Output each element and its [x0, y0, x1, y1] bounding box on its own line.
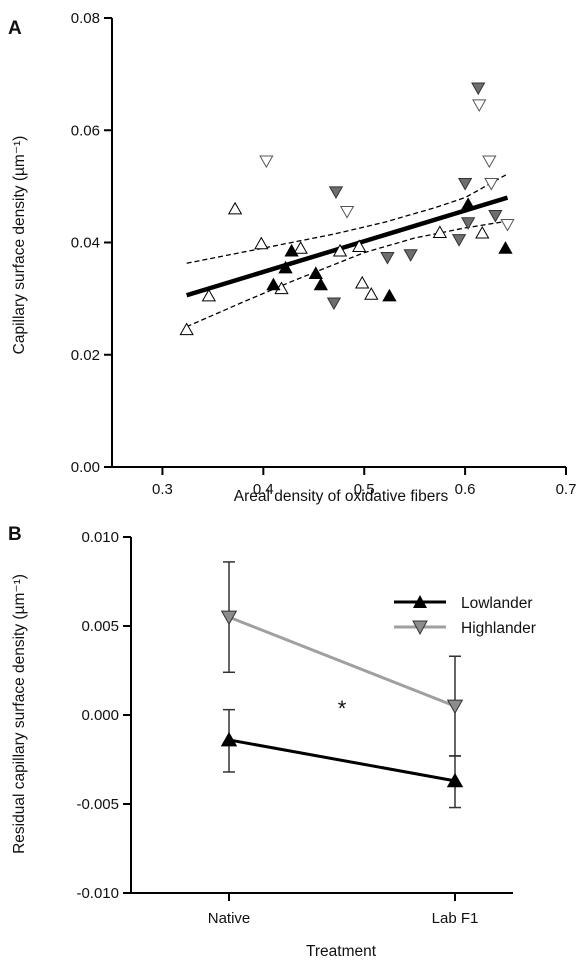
panel-a-ci-upper [186, 173, 508, 264]
panel-a-point-triangle-up-open [254, 236, 269, 250]
panel-a-point-triangle-down-filled [457, 177, 473, 191]
panel-a-point-triangle-down-filled [451, 234, 467, 247]
panel-a-point-triangle-down-open [482, 155, 497, 169]
legend-label-highlander: Highlander [461, 620, 536, 637]
panel-b: B -0.010 -0.005 0.000 0.005 0.010 Native Lab … [8, 524, 536, 960]
panel-a-point-triangle-down-filled [488, 209, 503, 223]
panel-b-x-tick-label: Native [208, 910, 251, 927]
panel-b-x-tick-label: Lab F1 [432, 910, 479, 927]
panel-a-point-triangle-up-open [227, 201, 243, 215]
panel-a-point-triangle-up-filled [498, 241, 513, 254]
panel-a-point-triangle-up-open [432, 225, 448, 238]
panel-b-series [220, 561, 464, 809]
panel-b-point-highlander [220, 610, 238, 626]
panel-a: A 0.00 0.02 0.04 0.06 0.08 0.3 0.4 0.5 0.6 0.7 A… [8, 10, 576, 505]
panel-a-point-triangle-up-filled [308, 266, 323, 279]
panel-a-point-triangle-down-filled [403, 249, 418, 262]
panel-a-point-triangle-down-open [472, 99, 487, 113]
panel-a-point-triangle-up-filled [382, 288, 397, 302]
panel-b-y-tick-label: 0.010 [81, 529, 119, 546]
panel-a-y-tick-label: 0.08 [71, 10, 100, 27]
panel-a-point-triangle-up-open [475, 225, 490, 239]
panel-b-point-lowlander [220, 731, 238, 747]
panel-a-point-triangle-down-open [484, 177, 499, 191]
panel-a-y-tick-label: 0.02 [71, 347, 100, 364]
panel-a-fit [186, 195, 509, 298]
panel-b-y-tick-label: 0.000 [81, 707, 119, 724]
panel-a-point-triangle-up-filled [278, 260, 293, 274]
panel-b-point-lowlander [446, 772, 464, 788]
panel-b-letter: B [8, 524, 22, 545]
legend-item-lowlander: Lowlander [394, 595, 533, 612]
legend-item-highlander: Highlander [394, 620, 536, 637]
legend-marker-highlander [412, 620, 428, 636]
panel-a-points [179, 82, 515, 336]
panel-a-x-ticks: 0.3 0.4 0.5 0.6 0.7 [152, 467, 576, 498]
panel-a-point-triangle-down-filled [326, 297, 342, 311]
panel-a-point-triangle-up-open [364, 287, 379, 300]
panel-a-y-ticks: 0.00 0.02 0.04 0.06 0.08 [71, 10, 112, 476]
panel-a-point-triangle-down-filled [471, 82, 486, 96]
panel-b-y-ticks: -0.010 -0.005 0.000 0.005 0.010 [76, 529, 131, 902]
panel-b-x-title: Treatment [306, 943, 377, 960]
panel-a-x-tick-label: 0.6 [455, 481, 476, 498]
panel-a-ci-bands [186, 173, 508, 328]
panel-b-line-lowlander [228, 738, 456, 783]
panel-b-line-highlander [228, 615, 456, 708]
panel-a-point-triangle-down-open [339, 206, 355, 219]
panel-a-x-title: Areal density of oxidative fibers [234, 488, 449, 505]
panel-a-point-triangle-up-filled [284, 243, 299, 257]
panel-a-point-triangle-up-open [179, 322, 194, 336]
panel-b-point-highlander [446, 699, 464, 715]
panel-a-x-tick-label: 0.5 [354, 481, 375, 498]
panel-a-point-triangle-up-open [355, 275, 370, 289]
panel-b-x-ticks: Native Lab F1 [208, 893, 479, 927]
panel-a-y-tick-label: 0.06 [71, 122, 100, 139]
panel-a-point-triangle-down-filled [460, 217, 476, 230]
panel-b-y-tick-label: -0.010 [76, 885, 119, 902]
panel-a-point-triangle-up-open [332, 243, 348, 257]
panel-a-x-tick-label: 0.4 [253, 481, 274, 498]
panel-a-regression-line [186, 195, 509, 298]
panel-a-point-triangle-down-open [500, 218, 515, 232]
panel-b-y-tick-label: -0.005 [76, 796, 119, 813]
panel-a-x-tick-label: 0.7 [556, 481, 577, 498]
panel-a-point-triangle-down-filled [328, 186, 344, 200]
panel-a-point-triangle-up-filled [313, 277, 328, 291]
panel-a-y-tick-label: 0.04 [71, 235, 100, 252]
panel-a-point-triangle-down-filled [380, 252, 395, 265]
panel-a-x-tick-label: 0.3 [152, 481, 173, 498]
panel-a-letter: A [8, 18, 22, 39]
panel-a-y-title: Capillary surface density (µm⁻¹) [11, 136, 28, 355]
panel-a-point-triangle-down-open [259, 155, 274, 169]
legend-label-lowlander: Lowlander [461, 595, 533, 612]
panel-a-point-triangle-up-open [352, 239, 367, 253]
panel-b-y-tick-label: 0.005 [81, 618, 119, 635]
panel-a-y-tick-label: 0.00 [71, 459, 100, 476]
panel-a-point-triangle-up-open [293, 241, 308, 254]
significance-star: * [338, 696, 347, 721]
legend-marker-lowlander [413, 595, 427, 608]
panel-a-point-triangle-up-filled [460, 197, 476, 210]
legend: Lowlander Highlander [394, 595, 536, 637]
panel-a-ci-lower [186, 220, 508, 328]
panel-a-point-triangle-up-filled [266, 277, 281, 291]
panel-a-point-triangle-up-open [201, 288, 217, 302]
panel-b-y-title: Residual capillary surface density (µm⁻¹… [11, 574, 28, 854]
